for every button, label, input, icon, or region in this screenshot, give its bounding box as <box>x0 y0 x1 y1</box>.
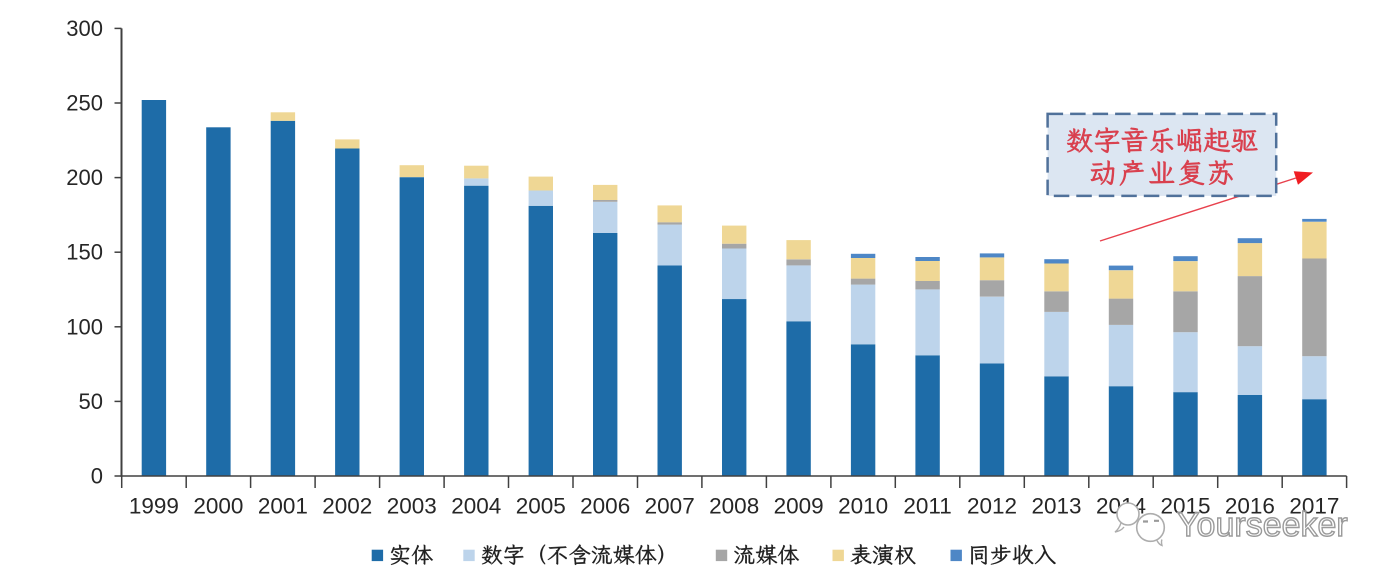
svg-text:2006: 2006 <box>580 494 630 519</box>
svg-text:2002: 2002 <box>322 494 372 519</box>
svg-text:2011: 2011 <box>903 494 951 519</box>
svg-text:100: 100 <box>66 314 103 339</box>
svg-text:1999: 1999 <box>129 494 179 519</box>
svg-text:2009: 2009 <box>774 494 824 519</box>
svg-text:2004: 2004 <box>451 494 501 519</box>
svg-text:2008: 2008 <box>709 494 759 519</box>
svg-text:2005: 2005 <box>516 494 566 519</box>
svg-text:2017: 2017 <box>1289 494 1339 519</box>
svg-text:2013: 2013 <box>1031 494 1081 519</box>
svg-text:2015: 2015 <box>1160 494 1210 519</box>
svg-text:2000: 2000 <box>193 494 243 519</box>
svg-text:0: 0 <box>91 464 103 489</box>
svg-text:2012: 2012 <box>967 494 1017 519</box>
svg-text:50: 50 <box>79 389 103 414</box>
svg-text:2010: 2010 <box>838 494 888 519</box>
svg-text:Yourseeker: Yourseeker <box>1177 506 1348 544</box>
svg-text:200: 200 <box>66 165 103 190</box>
svg-text:250: 250 <box>66 91 103 116</box>
svg-text:2016: 2016 <box>1225 494 1275 519</box>
svg-text:300: 300 <box>66 16 103 41</box>
svg-text:2007: 2007 <box>645 494 695 519</box>
svg-text:2003: 2003 <box>387 494 437 519</box>
svg-text:150: 150 <box>66 240 103 265</box>
svg-text:2001: 2001 <box>258 494 308 519</box>
